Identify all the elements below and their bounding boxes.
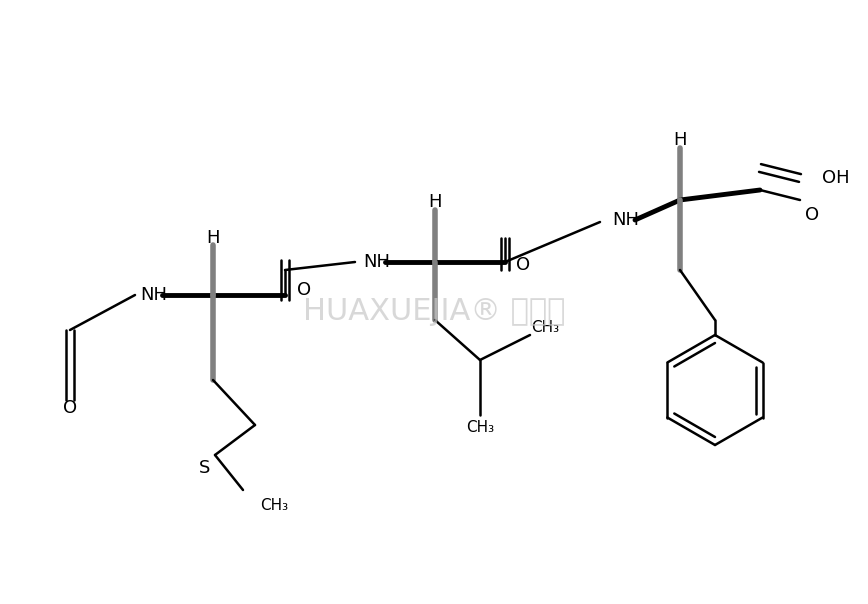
Text: HUAXUEJIA® 化学加: HUAXUEJIA® 化学加 — [303, 298, 565, 327]
Text: CH₃: CH₃ — [531, 321, 559, 335]
Text: H: H — [428, 193, 442, 211]
Text: O: O — [516, 256, 530, 274]
Text: CH₃: CH₃ — [260, 498, 288, 513]
Text: O: O — [805, 206, 819, 224]
Text: OH: OH — [822, 169, 850, 187]
Text: NH: NH — [140, 286, 167, 304]
Text: H: H — [207, 229, 220, 247]
Text: O: O — [297, 281, 311, 299]
Text: S: S — [200, 459, 211, 477]
Text: CH₃: CH₃ — [466, 420, 494, 435]
Text: H: H — [674, 131, 687, 149]
Text: NH: NH — [363, 253, 390, 271]
Text: O: O — [63, 399, 77, 417]
Text: NH: NH — [612, 211, 639, 229]
